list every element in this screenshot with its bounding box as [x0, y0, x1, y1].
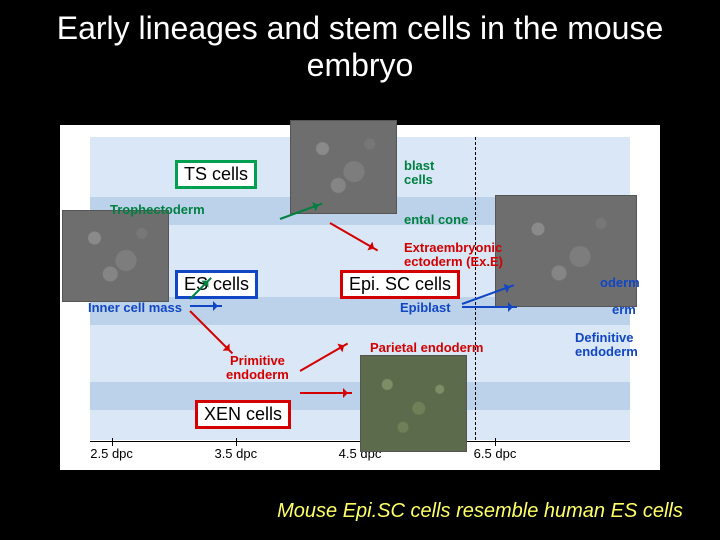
- micrograph: [62, 210, 169, 302]
- episc-box: Epi. SC cells: [340, 270, 460, 299]
- arrow: [300, 392, 352, 394]
- xen-box: XEN cells: [195, 400, 291, 429]
- axis-tick-label: 3.5 dpc: [214, 446, 257, 461]
- micrograph: [495, 195, 637, 307]
- diagram-label: ental cone: [404, 212, 468, 227]
- diagram-label: Extraembryonic: [404, 240, 502, 255]
- ts-box: TS cells: [175, 160, 257, 189]
- arrow: [190, 305, 222, 307]
- arrow: [462, 306, 517, 308]
- diagram-label: endoderm: [226, 367, 289, 382]
- diagram-label: ectoderm (Ex.E): [404, 254, 503, 269]
- diagram-label: Trophectoderm: [110, 202, 205, 217]
- diagram-label: Epiblast: [400, 300, 451, 315]
- diagram-label: cells: [404, 172, 433, 187]
- diagram-label: oderm: [600, 275, 640, 290]
- footer-caption: Mouse Epi.SC cells resemble human ES cel…: [0, 500, 720, 522]
- axis-tick: [495, 438, 496, 446]
- slide: Early lineages and stem cells in the mou…: [0, 0, 720, 540]
- diagram-label: endoderm: [575, 344, 638, 359]
- axis-tick: [236, 438, 237, 446]
- axis-tick: [112, 438, 113, 446]
- diagram-label: Inner cell mass: [88, 300, 182, 315]
- diagram-label: Primitive: [230, 353, 285, 368]
- diagram-label: Parietal endoderm: [370, 340, 483, 355]
- axis-tick-label: 2.5 dpc: [90, 446, 133, 461]
- es-box: ES cells: [175, 270, 258, 299]
- axis-tick-label: 6.5 dpc: [474, 446, 517, 461]
- vertical-separator: [475, 137, 476, 440]
- micrograph: [360, 355, 467, 452]
- slide-title: Early lineages and stem cells in the mou…: [0, 10, 720, 84]
- diagram-label: blast: [404, 158, 434, 173]
- diagram-label: Definitive: [575, 330, 634, 345]
- micrograph: [290, 120, 397, 214]
- diagram-label: erm: [612, 302, 636, 317]
